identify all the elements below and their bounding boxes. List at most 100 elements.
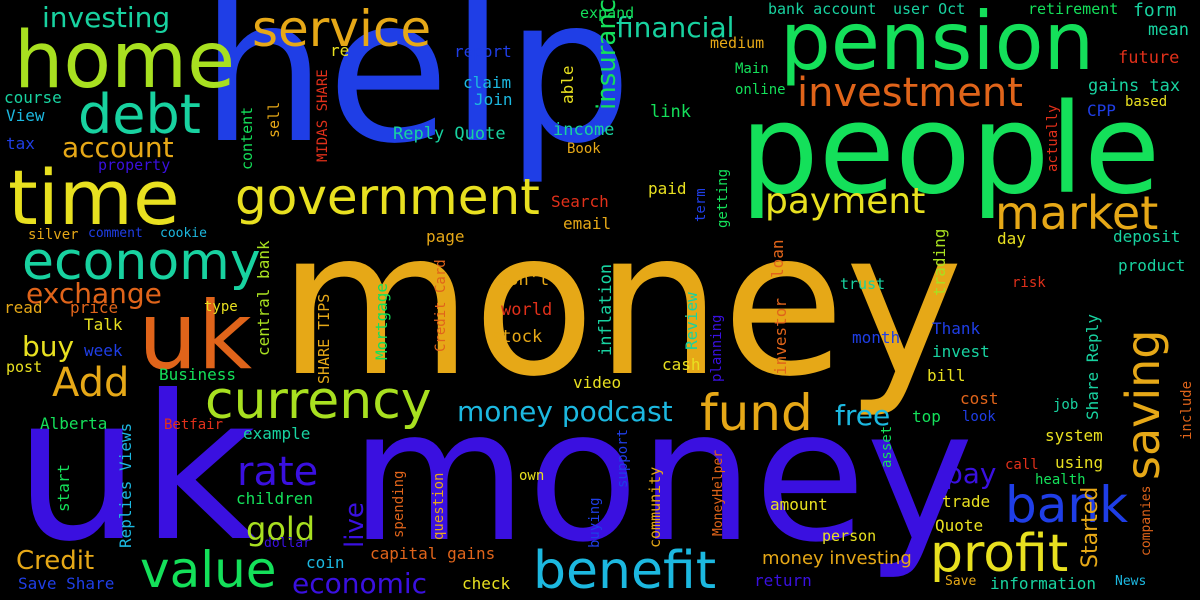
word-using: using [1055, 453, 1104, 472]
word-top: top [912, 407, 941, 426]
word-planning: planning [709, 314, 725, 382]
word-content: content [238, 106, 256, 170]
word-saving: saving [1116, 329, 1170, 480]
word-financial: financial [616, 11, 735, 44]
word-rate: rate [237, 449, 319, 495]
word-course: course [4, 88, 62, 107]
word-mortgage: Mortgage [372, 282, 391, 360]
word-credit: Credit [16, 546, 95, 576]
word-betfair: Betfair [164, 417, 224, 433]
word-month: month [852, 328, 901, 347]
word-money: money [278, 188, 964, 421]
word-replies-views: Replies Views [116, 422, 135, 548]
word-save: Save [945, 574, 977, 589]
word-economy: economy [22, 232, 261, 292]
word-companies: companies [1139, 485, 1154, 556]
word-share-reply: Share Reply [1083, 314, 1102, 420]
word-based: based [1125, 94, 1168, 110]
word-business: Business [159, 365, 237, 384]
word-re: re [330, 41, 350, 60]
word-loan: loan [768, 239, 787, 278]
word-insurance: money investing [762, 548, 912, 569]
word-health: health [1035, 472, 1086, 488]
word-call: call [1005, 457, 1039, 473]
word-coin: coin [306, 553, 345, 572]
word-page: page [426, 227, 465, 246]
word-central-bank: central bank [254, 240, 273, 356]
word-video: video [573, 373, 622, 392]
word-property: property [98, 156, 171, 174]
word-service: service [252, 0, 432, 58]
word-form: form [1133, 0, 1177, 21]
word-information: information [990, 574, 1096, 593]
word-add: Add [52, 360, 130, 406]
word-money-podcast: money podcast [457, 395, 673, 428]
word-payment: payment [765, 181, 926, 222]
word-alberta: Alberta [40, 414, 108, 433]
word-term: term [693, 188, 709, 222]
word-spending: spending [391, 470, 407, 538]
word-question: question [431, 472, 447, 540]
word-economic: economic [292, 567, 428, 600]
word-email: email [563, 214, 612, 233]
word-able: able [558, 65, 577, 104]
word-main: Main [735, 61, 769, 77]
word-dollar: dollar [264, 536, 311, 551]
word-stock: stock [491, 327, 543, 347]
word-type: type [204, 299, 238, 315]
word-world: world [501, 300, 553, 320]
word-week: week [84, 341, 123, 360]
word-bank: bank [1005, 476, 1129, 534]
word-exchange: exchange [26, 277, 162, 310]
word-bank-account: bank account [768, 0, 877, 18]
word-sell: sell [265, 101, 283, 138]
word-fund: fund [700, 384, 813, 442]
word-currency: currency [205, 371, 432, 431]
word-return: return [754, 571, 812, 590]
word-started: live [340, 502, 370, 548]
word-thank: Thank [932, 319, 981, 338]
word-pay: pay [945, 457, 997, 490]
word-share-tips: SHARE TIPS [315, 293, 333, 384]
word-support: support [615, 428, 631, 488]
word-money: money [350, 370, 974, 582]
word-government: government [235, 168, 540, 226]
word-review: Review [682, 292, 701, 350]
word-paid: paid [648, 179, 687, 198]
word-actually: actually [1045, 104, 1061, 172]
word-talk: Talk [84, 315, 123, 334]
word-profit: profit [930, 524, 1069, 584]
word-silver: silver [28, 227, 79, 243]
word-buy: buy [22, 330, 75, 363]
word-capital-gains: capital gains [370, 544, 496, 563]
word-community: community [646, 466, 664, 548]
word-benefit: benefit [533, 541, 717, 600]
word-free: free [835, 399, 891, 432]
word-search: Search [551, 192, 609, 211]
word-time: time [8, 153, 180, 242]
word-day: day [997, 229, 1026, 248]
word-include: include [1179, 380, 1195, 440]
word-start: start [54, 463, 73, 512]
word-comment: comment [88, 226, 143, 241]
word-person: person [822, 527, 877, 545]
word-retirement: retirement [1028, 0, 1119, 18]
word-debt: debt [78, 83, 201, 146]
word-people: people [740, 78, 1161, 222]
word-moneyhelper: MoneyHelper [711, 449, 726, 536]
word-check: check [462, 574, 511, 593]
word-job: job [1053, 397, 1079, 413]
word-mean: mean [1148, 20, 1189, 40]
word-amount: amount [770, 495, 828, 514]
word-pension: pension [780, 0, 1095, 88]
word-deposit: deposit [1113, 227, 1181, 246]
word-dont: don't [498, 270, 550, 290]
word-tax: tax [6, 134, 35, 153]
word-trust: trust [840, 275, 886, 293]
word-trade: trade [942, 492, 991, 511]
word-home: home [14, 16, 236, 106]
word-read: read [4, 298, 43, 317]
word-system: system [1045, 426, 1103, 445]
word-invest: invest [932, 342, 990, 361]
word-value: value [140, 541, 277, 599]
